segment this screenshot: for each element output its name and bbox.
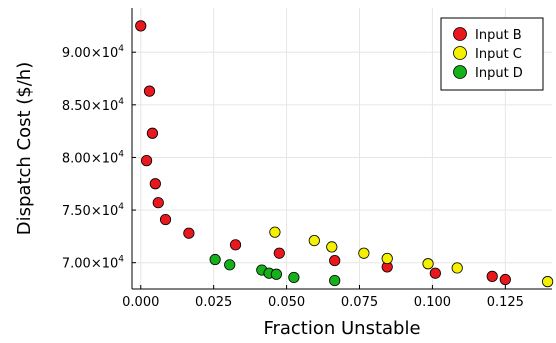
data-point: [422, 258, 434, 270]
data-point: [499, 273, 511, 286]
legend-marker: [453, 46, 467, 60]
data-point: [429, 267, 441, 279]
x-tick-label: 0.075: [341, 295, 378, 310]
data-point: [224, 259, 236, 271]
y-tick-label: 7.00×104: [62, 255, 124, 272]
x-tick-label: 0.050: [268, 295, 305, 310]
data-point: [149, 178, 161, 190]
data-point: [308, 234, 320, 247]
x-tick-label: 0.025: [195, 295, 232, 310]
legend-marker: [453, 27, 467, 41]
data-point: [140, 155, 153, 167]
y-tick-label: 9.00×104: [62, 44, 124, 61]
data-point: [209, 253, 221, 266]
legend-label: Input C: [475, 47, 522, 62]
data-point: [229, 239, 242, 251]
data-point: [273, 247, 285, 259]
y-tick-label: 8.50×104: [62, 97, 124, 114]
data-point: [135, 20, 147, 32]
y-tick-label: 8.00×104: [62, 149, 124, 166]
data-point: [270, 268, 282, 280]
y-axis-title: Dispatch Cost ($/h): [14, 62, 35, 236]
data-point: [451, 262, 463, 274]
data-point: [288, 271, 300, 284]
data-points: [135, 20, 554, 288]
y-tick-label: 7.50×104: [62, 202, 124, 219]
legend-label: Input B: [475, 28, 522, 43]
legend-marker: [453, 65, 467, 79]
data-point: [329, 254, 341, 267]
data-point: [358, 247, 370, 259]
x-axis-title: Fraction Unstable: [263, 318, 420, 339]
data-point: [143, 85, 156, 97]
data-point: [146, 127, 159, 139]
data-point: [329, 274, 341, 287]
x-tick-label: 0.125: [487, 295, 524, 310]
data-point: [183, 227, 195, 239]
data-point: [381, 252, 393, 265]
x-tick-label: 0.100: [414, 295, 451, 310]
x-tick-label: 0.000: [122, 295, 159, 310]
axes: 0.000 0.025 0.050 0.075 0.100 0.125 7.00×104 7.…: [62, 8, 552, 310]
data-point: [269, 226, 281, 238]
legend: Input B Input C Input D: [440, 17, 544, 91]
data-point: [159, 213, 172, 226]
data-point: [326, 241, 338, 253]
data-point: [542, 276, 554, 288]
legend-label: Input D: [475, 66, 523, 81]
data-point: [152, 197, 164, 209]
data-point: [486, 270, 498, 282]
